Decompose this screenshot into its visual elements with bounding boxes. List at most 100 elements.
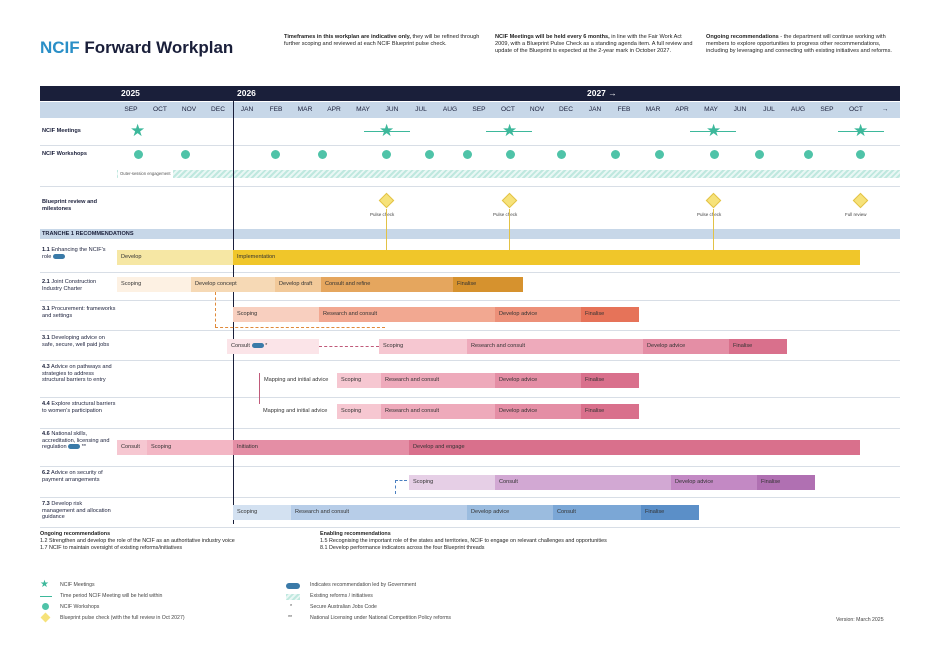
month-label: JUL [415,106,427,113]
month-label: AUG [442,106,458,113]
workshop-dot-icon [506,150,515,159]
workshop-dot-icon [557,150,566,159]
milestone-label: Pulse check [493,212,518,217]
meeting-window-line [690,131,736,132]
month-label: SEP [472,106,486,113]
legend-diamond-icon [40,612,51,623]
bar-finalise: Finalise [641,505,699,520]
meeting-window-line [486,131,532,132]
legend-jobs-code: Secure Australian Jobs Code [310,604,377,610]
meeting-star-icon: ★ [853,121,869,140]
bar-consult-refine: Consult and refine [321,277,453,292]
government-led-icon [52,253,65,259]
month-label: SEP [124,106,138,113]
month-label: OCT [153,106,167,113]
workshop-dot-icon [804,150,813,159]
note-meetings: NCIF Meetings will be held every 6 month… [495,34,693,54]
milestone-label: Pulse check [697,212,722,217]
legend-meetings: NCIF Meetings [60,582,95,588]
meeting-star-icon: ★ [379,121,395,140]
legend-window: Time period NCIF Meeting will be held wi… [60,593,163,599]
enabling-recommendations: Enabling recommendations 1.5 Recognising… [320,531,607,551]
legend-pulse-check: Blueprint pulse check (with the full rev… [60,615,185,621]
full-review-diamond-icon [852,192,869,209]
workshop-dot-icon [318,150,327,159]
year-2027: 2027 → [587,88,617,98]
label-workshops: NCIF Workshops [42,151,87,157]
government-led-icon [251,343,264,349]
milestone-label: Pulse check [370,212,395,217]
bar-finalise: Finalise [729,339,787,354]
workshop-dot-icon [655,150,664,159]
label-meetings: NCIF Meetings [42,128,81,134]
meeting-star-icon: ★ [706,121,722,140]
month-label: AUG [790,106,806,113]
legend-workshop-icon [42,603,49,610]
year-2026: 2026 [237,88,256,98]
legend-existing-icon [286,594,300,600]
bar-finalise: Finalise [757,475,815,490]
month-label: MAY [356,106,370,113]
note-timeframes: Timeframes in this workplan are indicati… [284,34,480,47]
bar-research-consult: Research and consult [381,373,495,388]
workshop-dot-icon [134,150,143,159]
bar-scoping: Scoping [233,505,291,520]
bar-finalise: Finalise [581,307,639,322]
milestone-label: Full review [845,212,867,217]
rec-1-1: 1.1 Enhancing the NCIF's role [42,247,106,260]
legend-government-icon [286,583,300,589]
month-label: APR [327,106,341,113]
month-label: FEB [617,106,631,113]
workshop-dot-icon [755,150,764,159]
rec-2-1: 2.1 Joint Construction Industry Charter [42,279,97,292]
month-label: MAR [297,106,313,113]
bar-mapping: Mapping and initial advice [259,373,337,388]
bar-develop: Develop [117,250,233,265]
bar-develop-advice: Develop advice [495,373,581,388]
tranche-band: TRANCHE 1 RECOMMENDATIONS [40,229,900,239]
meeting-star-icon: ★ [502,121,518,140]
bar-finalise: Finalise [581,373,639,388]
bar-research-consult: Research and consult [381,404,495,419]
outreach-label: Outer-session engagement [118,170,173,178]
workshop-dot-icon [181,150,190,159]
bar-develop-advice: Develop advice [643,339,729,354]
workshop-dot-icon [611,150,620,159]
workshop-dot-icon [856,150,865,159]
rec-4-3: 4.3 Advice on pathways and strategies to… [42,364,112,384]
bar-finalise: Finalise [581,404,639,419]
bar-develop-advice: Develop advice [495,307,581,322]
workshop-dot-icon [425,150,434,159]
bar-develop-advice: Develop advice [671,475,757,490]
bar-develop-engage: Develop and engage [409,440,860,455]
month-label: APR [675,106,689,113]
month-label: MAR [645,106,661,113]
bar-finalise: Finalise [453,277,523,292]
bar-scoping: Scoping [233,307,319,322]
rec-7-3: 7.3 Develop risk management and allocati… [42,501,111,521]
bar-initiation: Initiation [233,440,409,455]
bar-scoping: Scoping [409,475,495,490]
bar-scoping: Scoping [337,404,381,419]
bar-develop-advice: Develop advice [467,505,553,520]
version-label: Version: March 2025 [836,617,884,623]
rec-4-4: 4.4 Explore structural barriers to women… [42,401,116,414]
note-ongoing: Ongoing recommendations - the department… [706,34,892,54]
legend-star-mark: * [290,604,293,610]
year-bar-lead [40,86,117,101]
legend-existing: Existing reforms / initiatives [310,593,373,599]
month-label: DEC [559,106,573,113]
bar-mapping: Mapping and initial advice [259,404,337,419]
legend-workshops: NCIF Workshops [60,604,100,610]
bar-scoping: Scoping [337,373,381,388]
workshop-dot-icon [710,150,719,159]
rec-4-6: 4.6 National skills, accreditation, lice… [42,431,110,451]
bar-scoping: Scoping [117,277,191,292]
month-label: JAN [588,106,602,113]
rec-3-1: 3.1 Procurement: frameworks and settings [42,306,116,319]
bar-consult: Consult [553,505,641,520]
bar-consult: Consult [117,440,147,455]
rec-3-1b: 3.1 Developing advice on safe, secure, w… [42,335,110,348]
month-label: NOV [181,106,197,113]
month-label: FEB [269,106,283,113]
